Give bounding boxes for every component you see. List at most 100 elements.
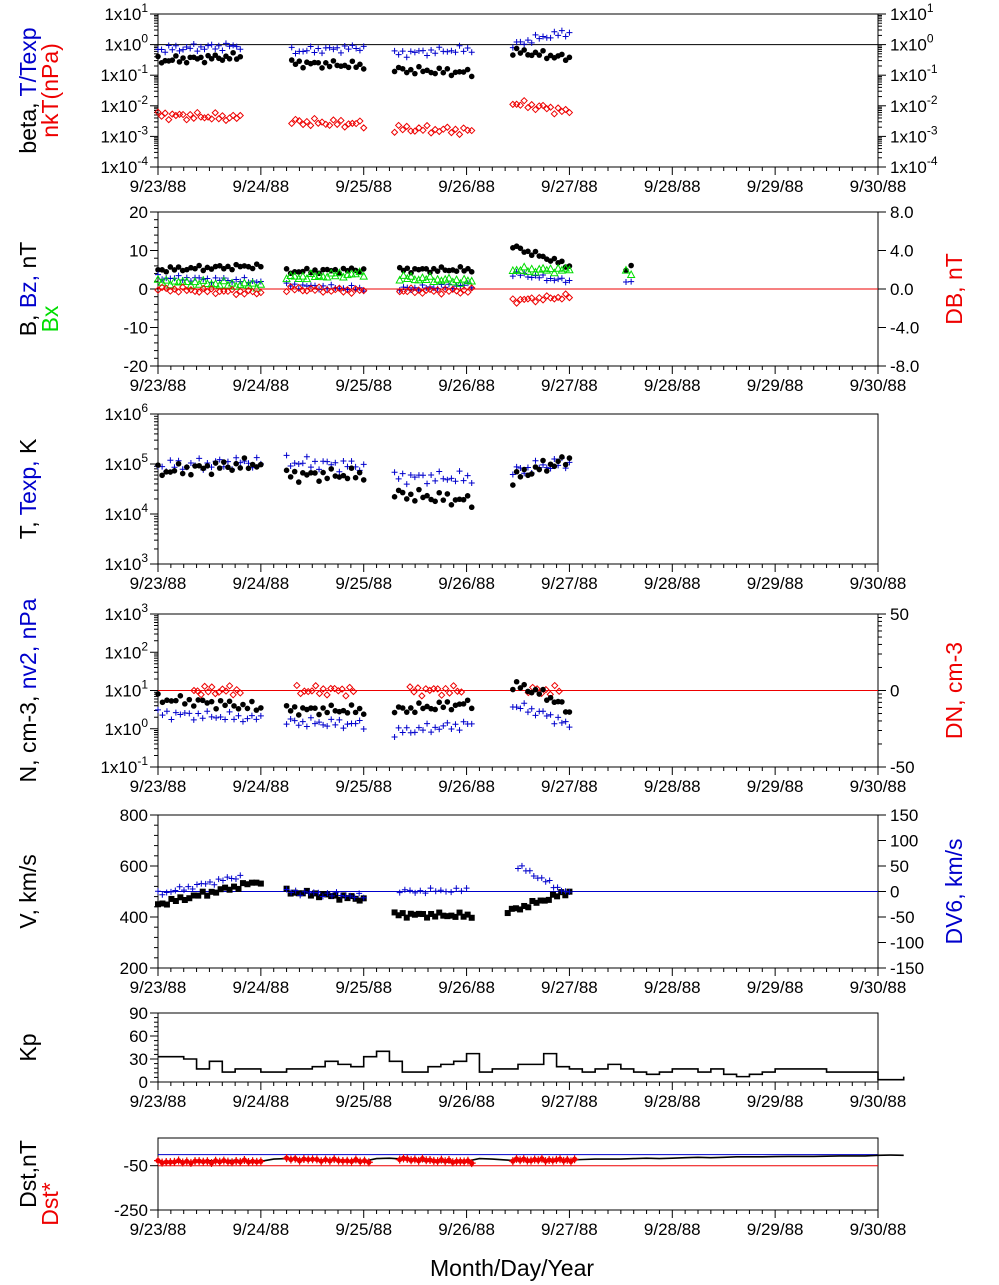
data-point	[403, 69, 410, 76]
data-point	[423, 266, 430, 272]
data-point	[452, 49, 459, 56]
data-point	[559, 454, 565, 460]
x-tick-label: 9/26/88	[438, 1092, 495, 1111]
data-point	[515, 865, 521, 872]
data-point	[531, 298, 540, 306]
data-point	[428, 729, 435, 736]
data-point	[341, 123, 349, 131]
data-point	[542, 878, 549, 885]
data-point	[326, 63, 333, 70]
data-point	[343, 285, 352, 294]
data-point	[199, 697, 206, 704]
data-point	[174, 288, 183, 296]
data-point	[195, 892, 202, 899]
data-point	[341, 42, 348, 49]
data-point	[407, 284, 415, 292]
data-point	[360, 43, 367, 50]
data-point	[218, 685, 227, 693]
data-point	[212, 460, 219, 466]
data-point	[194, 48, 201, 55]
data-point	[518, 862, 525, 869]
x-tick-label: 9/26/88	[438, 574, 495, 593]
data-point	[180, 55, 186, 61]
data-point	[292, 61, 299, 68]
data-point	[296, 689, 305, 698]
data-point	[456, 289, 465, 297]
data-point	[360, 477, 367, 483]
data-point	[211, 279, 220, 288]
data-point	[562, 888, 569, 895]
data-point	[208, 888, 215, 895]
data-point	[399, 729, 406, 736]
data-point	[294, 273, 304, 282]
data-point	[360, 461, 367, 468]
data-point	[235, 712, 242, 719]
x-tick-label: 9/27/88	[541, 177, 598, 196]
y2-tick-label: -150	[890, 959, 924, 978]
data-point	[315, 45, 322, 52]
data-point	[558, 295, 566, 303]
data-point	[408, 491, 414, 498]
y-tick-label: -50	[123, 1157, 148, 1176]
data-point	[356, 897, 363, 904]
data-point	[464, 288, 472, 296]
data-point	[460, 48, 467, 55]
data-point	[303, 887, 310, 894]
data-point	[517, 705, 524, 712]
data-point	[424, 492, 430, 499]
data-point	[169, 46, 176, 53]
data-point	[427, 129, 435, 137]
data-point	[253, 707, 260, 713]
data-point	[319, 50, 326, 57]
data-point	[158, 46, 165, 53]
x-tick-label: 9/27/88	[541, 376, 598, 395]
data-point	[257, 880, 264, 887]
y-axis-label: B, Bz, nT	[15, 242, 41, 337]
data-point	[199, 888, 206, 895]
data-point	[307, 43, 314, 50]
data-point	[407, 471, 414, 478]
data-point	[295, 269, 302, 275]
data-point	[226, 56, 233, 62]
data-point	[292, 50, 299, 57]
data-point	[554, 884, 561, 891]
data-point	[344, 286, 351, 293]
data-point	[415, 287, 422, 294]
data-point	[173, 53, 179, 59]
data-point	[399, 910, 406, 917]
data-point	[190, 277, 200, 286]
data-point	[554, 893, 561, 900]
data-point	[201, 59, 208, 66]
data-point	[543, 277, 550, 284]
data-point	[159, 900, 166, 907]
data-point	[311, 458, 318, 465]
data-point	[335, 284, 344, 292]
data-point	[551, 455, 558, 462]
data-point	[467, 1159, 476, 1168]
data-point	[257, 288, 265, 297]
data-point	[536, 691, 543, 697]
y-axis-label-2: Dst*	[37, 1182, 63, 1226]
data-point	[237, 53, 244, 60]
data-point	[440, 704, 447, 711]
data-point	[561, 290, 570, 298]
data-point	[190, 114, 198, 122]
data-point	[352, 474, 359, 481]
data-point	[538, 263, 548, 272]
data-point	[510, 52, 516, 58]
x-tick-label: 9/23/88	[130, 1220, 187, 1239]
data-point	[415, 124, 423, 132]
data-point	[406, 683, 414, 691]
data-point	[244, 705, 251, 712]
x-tick-label: 9/24/88	[232, 1220, 289, 1239]
data-point	[323, 60, 329, 66]
data-point	[172, 709, 179, 716]
data-point	[448, 912, 455, 919]
data-point	[186, 710, 193, 717]
data-point	[628, 278, 635, 285]
data-point	[190, 703, 197, 709]
data-point	[208, 41, 215, 48]
data-point	[395, 275, 405, 284]
data-point	[168, 110, 177, 118]
data-point	[231, 716, 238, 723]
